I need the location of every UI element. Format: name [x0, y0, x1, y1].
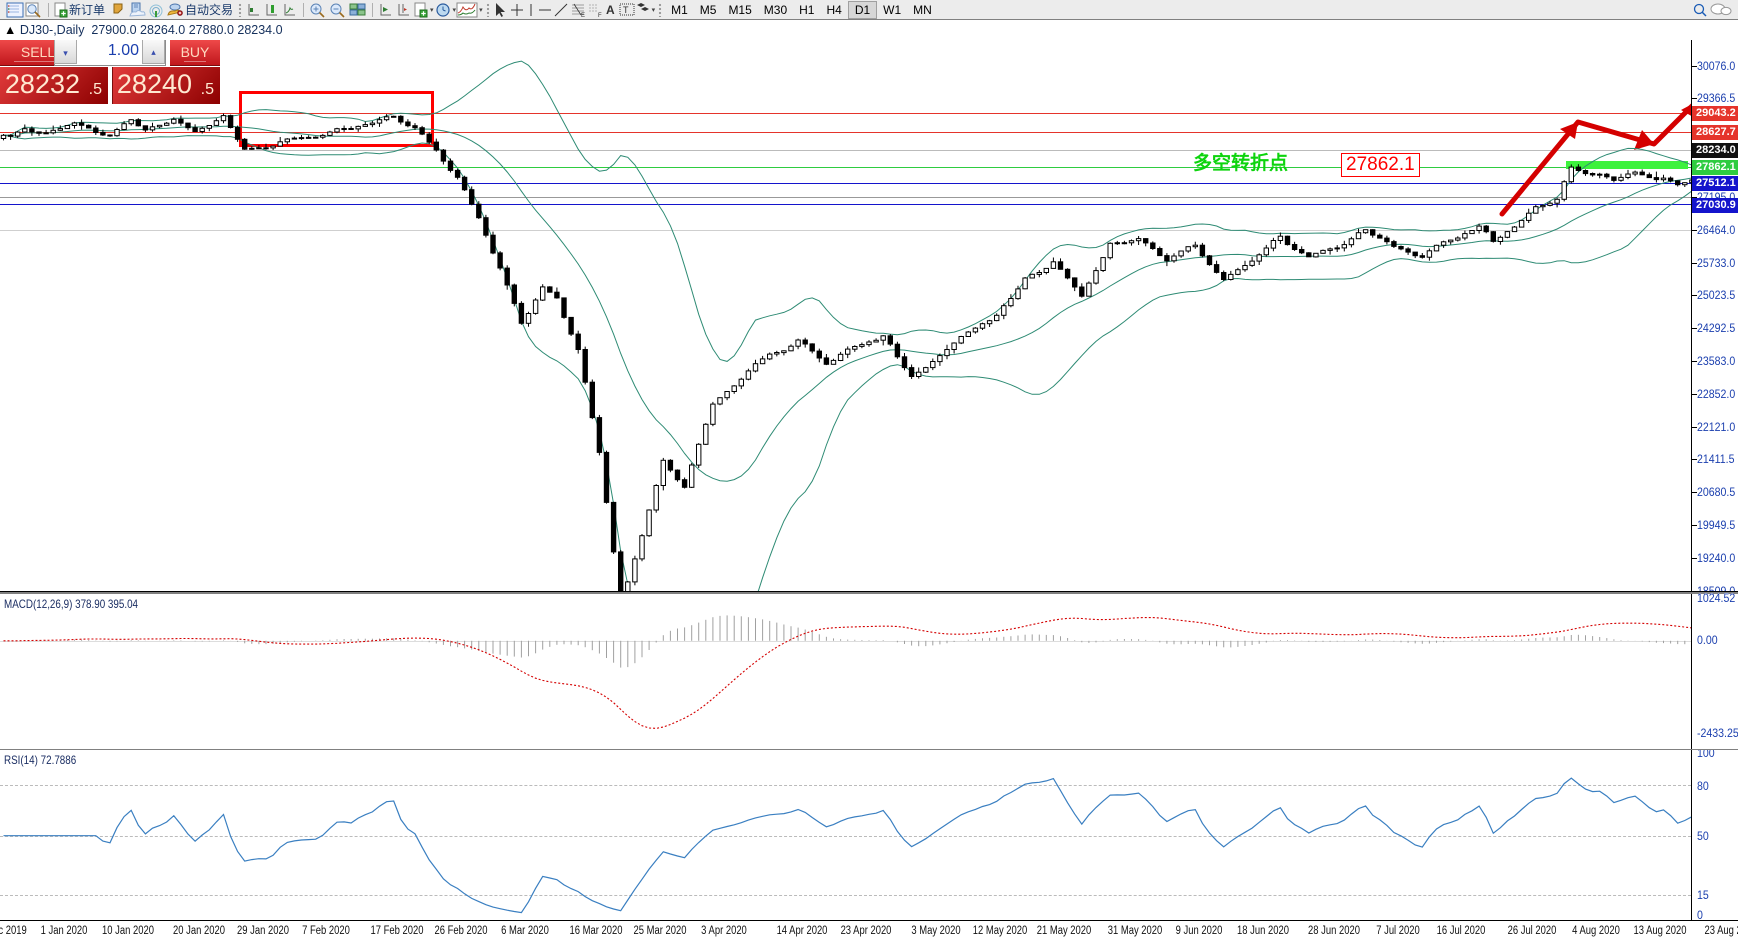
- svg-text:F: F: [598, 13, 602, 18]
- svg-text:E: E: [581, 13, 585, 18]
- svg-text:T: T: [623, 5, 629, 15]
- svg-text:A: A: [606, 3, 615, 17]
